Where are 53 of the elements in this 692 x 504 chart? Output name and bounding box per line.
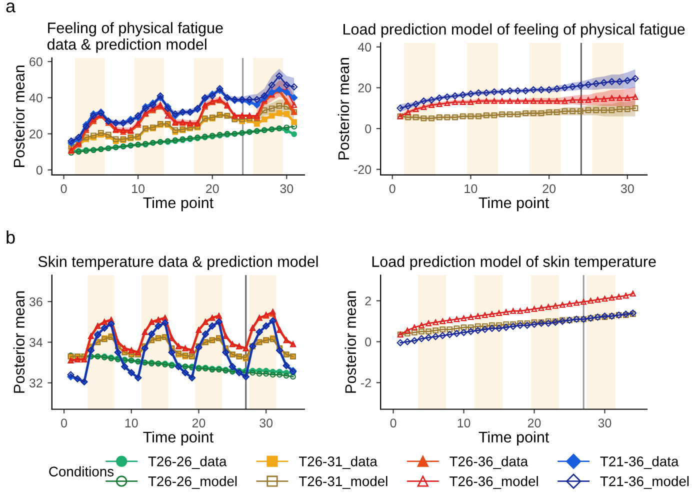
x-tick-label: 30 (280, 184, 294, 194)
x-axis-title: Time point (478, 431, 550, 446)
text: b (6, 230, 15, 244)
legend-label: T26-26_data (148, 456, 227, 469)
y-tick-label: 0 (365, 124, 372, 134)
y-axis-title: Posterior mean (338, 58, 350, 160)
y-tick-label: 2 (365, 296, 371, 306)
y-tick-label: 60 (30, 57, 42, 66)
text: a (6, 2, 16, 12)
y-tick-label: 40 (358, 42, 372, 52)
y-axis-title: Posterior mean (344, 291, 356, 393)
x-axis-title: Time point (143, 196, 214, 212)
x-tick-label: 30 (260, 418, 273, 428)
x-tick-label: 20 (206, 184, 219, 194)
x-axis-title: Time point (478, 196, 550, 212)
y-tick-label: 20 (30, 130, 42, 138)
chart-title: Skin temperature data & prediction model (38, 256, 318, 270)
x-tick-label: 0 (61, 418, 68, 428)
x-tick-label: 20 (542, 184, 556, 194)
chart-title: Load prediction model of feeling of physical fatigue (344, 23, 685, 38)
x-tick-label: 0 (390, 418, 396, 428)
legend-label: T21-36_model (600, 476, 689, 489)
x-tick-label: 30 (598, 418, 612, 428)
y-tick-label: -20 (354, 165, 372, 174)
x-tick-label: 0 (60, 184, 67, 194)
x-tick-label: 10 (464, 184, 478, 194)
legend-label: T26-36_data (450, 456, 528, 469)
y-tick-label: 36 (29, 297, 42, 306)
y-tick-label: 34 (29, 338, 43, 347)
y-axis-title: Posterior mean (13, 291, 25, 393)
y-tick-label: 32 (29, 378, 42, 388)
legend-label: T26-26_model (148, 476, 237, 489)
x-tick-label: 10 (125, 418, 138, 428)
y-axis-title: Posterior mean (13, 66, 25, 167)
x-tick-label: 0 (389, 184, 396, 194)
x-tick-label: 20 (528, 418, 541, 428)
y-tick-label: 0 (36, 166, 42, 175)
legend-label: T21-36_data (600, 456, 679, 469)
x-tick-label: 10 (132, 184, 145, 194)
chart-title: Load prediction model of skin temperature (372, 256, 656, 270)
legend-label: T26-36_model (450, 476, 538, 489)
y-tick-label: -2 (361, 378, 371, 388)
legend-title: Conditions (49, 466, 114, 476)
y-tick-label: 20 (358, 84, 372, 92)
y-tick-label: 40 (29, 93, 42, 102)
x-tick-label: 10 (458, 418, 470, 428)
x-tick-label: 30 (620, 184, 634, 194)
x-axis-title: Time point (143, 431, 214, 446)
x-tick-label: 20 (192, 418, 206, 428)
legend-label: T26-31_data (298, 456, 378, 469)
y-tick-label: 0 (365, 338, 372, 346)
legend-label: T26-31_model (298, 476, 388, 489)
chart-title: Feeling of physical fatigue data & prediction model (47, 22, 223, 53)
